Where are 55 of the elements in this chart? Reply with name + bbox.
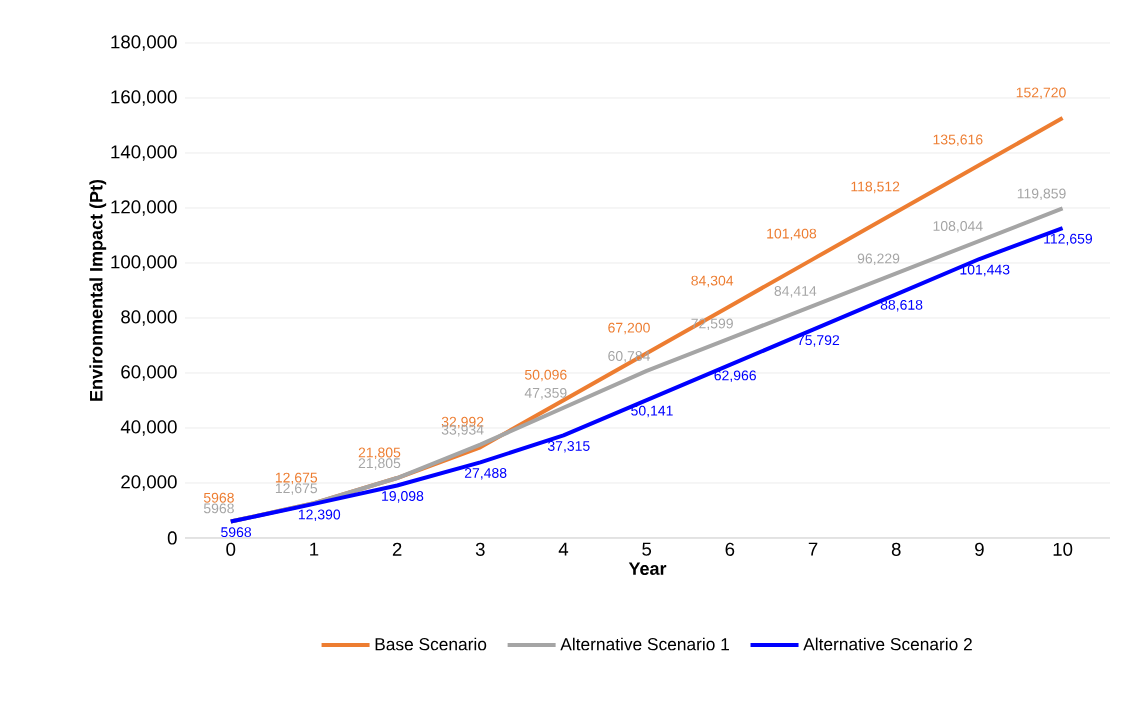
data-label: 152,720: [1016, 87, 1066, 100]
y-tick-label: 80,000: [121, 310, 177, 326]
y-tick-label: 100,000: [111, 255, 177, 271]
data-label: 21,805: [358, 458, 401, 470]
y-tick-label: 180,000: [111, 35, 177, 51]
data-label: 19,098: [382, 491, 424, 503]
data-label: 84,304: [691, 275, 734, 288]
y-tick-label: 0: [167, 531, 177, 545]
y-axis-title: Environmental Impact (Pt): [89, 179, 107, 401]
data-label: 119,859: [1017, 188, 1066, 201]
data-label: 84,414: [774, 286, 817, 298]
x-tick-label: 5: [642, 542, 652, 556]
data-label: 108,044: [933, 221, 983, 233]
data-label: 112,659: [1044, 233, 1093, 246]
data-label: 118,512: [851, 181, 900, 194]
data-label: 12,675: [275, 483, 318, 495]
data-label: 75,792: [797, 335, 840, 347]
data-label: 12,390: [298, 509, 341, 522]
legend-label: Alternative Scenario 1: [560, 637, 729, 651]
data-label: 5968: [203, 492, 234, 503]
data-label: 62,966: [714, 370, 756, 383]
x-tick-label: 2: [392, 542, 402, 556]
x-tick-label: 6: [725, 542, 735, 556]
data-label: 101,443: [960, 264, 1010, 277]
x-tick-label: 9: [975, 542, 984, 556]
x-tick-label: 1: [310, 542, 319, 556]
y-tick-label: 140,000: [111, 145, 177, 161]
data-label: 21,805: [358, 447, 401, 460]
x-tick-label: 7: [808, 542, 818, 556]
y-tick-label: 120,000: [111, 200, 177, 216]
x-tick-label: 4: [558, 542, 569, 556]
x-tick-label: 10: [1053, 542, 1073, 556]
y-tick-label: 60,000: [121, 365, 177, 381]
x-axis-title: Year: [628, 562, 667, 575]
data-label: 5968: [221, 527, 252, 538]
legend-label: Alternative Scenario 2: [803, 637, 972, 651]
x-tick-label: 3: [475, 542, 485, 556]
data-label: 96,229: [857, 253, 900, 266]
data-label: 47,359: [524, 387, 567, 400]
y-tick-label: 20,000: [121, 475, 177, 491]
data-label: 12,675: [275, 472, 318, 485]
data-label: 67,200: [608, 322, 650, 335]
y-tick-label: 40,000: [120, 420, 177, 436]
data-label: 50,096: [524, 369, 567, 382]
data-label: 5968: [203, 503, 234, 514]
x-tick-label: 8: [891, 542, 901, 556]
data-label: 37,315: [547, 440, 590, 453]
data-label: 50,141: [631, 405, 673, 418]
data-label: 88,618: [880, 299, 923, 312]
x-tick-label: 0: [226, 542, 236, 556]
y-tick-label: 160,000: [111, 90, 177, 106]
legend-label: Base Scenario: [375, 637, 487, 651]
data-label: 101,408: [767, 228, 817, 241]
data-label: 27,488: [464, 468, 507, 480]
data-label: 135,616: [933, 134, 983, 147]
